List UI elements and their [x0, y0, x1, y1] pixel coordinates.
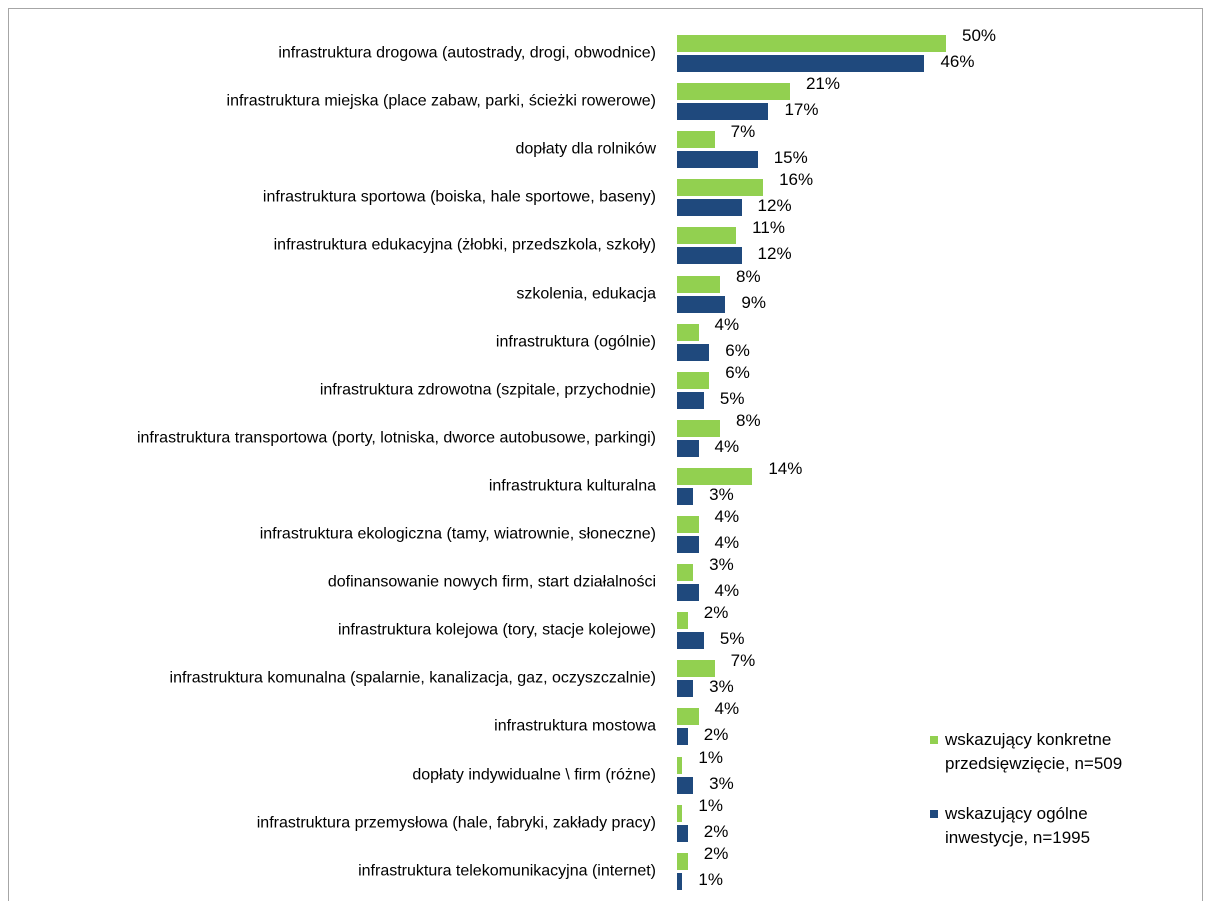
bar — [677, 55, 925, 72]
frame — [8, 8, 1203, 901]
value-label: 3% — [709, 484, 734, 504]
bar — [677, 756, 683, 774]
value-label: 4% — [714, 436, 740, 456]
value-label: 50% — [962, 26, 997, 45]
legend-label: wskazujący ogólne inwestycje, n=1995 — [945, 804, 1091, 847]
bar — [677, 612, 688, 630]
legend-swatch — [930, 736, 938, 744]
value-label: 1% — [698, 747, 723, 767]
value-label: 11% — [752, 218, 785, 238]
bar — [677, 179, 764, 197]
legend-swatch — [930, 810, 938, 818]
value-label: 4% — [714, 699, 740, 719]
value-label: 6% — [725, 340, 750, 360]
value-label: 12% — [757, 196, 792, 216]
bar — [677, 151, 758, 169]
bar — [677, 487, 694, 505]
value-label: 5% — [719, 388, 745, 408]
value-label: 7% — [730, 122, 756, 142]
bar — [677, 371, 710, 389]
category-label: infrastruktura transportowa (porty, lotn… — [136, 429, 656, 447]
bar — [677, 680, 694, 698]
category-label: szkolenia, edukacja — [516, 285, 656, 302]
value-label: 9% — [741, 292, 766, 312]
category-label: dopłaty indywidualne \ firm (różne) — [412, 766, 656, 783]
bar — [677, 584, 699, 602]
bar — [677, 804, 683, 822]
bar — [677, 872, 683, 890]
category-label: infrastruktura ekologiczna (tamy, wiatro… — [259, 525, 656, 543]
bar — [677, 852, 688, 870]
value-label: 1% — [698, 869, 723, 889]
value-label: 1% — [698, 795, 723, 815]
bar — [677, 660, 715, 678]
bar — [677, 275, 721, 293]
bar — [677, 536, 699, 553]
value-label: 8% — [736, 410, 761, 430]
bar — [677, 247, 742, 265]
value-label: 16% — [779, 170, 814, 190]
category-label: infrastruktura kulturalna — [488, 477, 656, 495]
bar — [677, 516, 699, 533]
bar — [677, 824, 688, 842]
category-label: dopłaty dla rolników — [515, 140, 656, 158]
category-label: infrastruktura (ogólnie) — [495, 333, 656, 351]
value-label: 4% — [714, 581, 740, 601]
bar — [677, 35, 946, 52]
bar — [677, 728, 688, 746]
category-label: infrastruktura kolejowa (tory, stacje ko… — [337, 621, 656, 639]
value-label: 46% — [940, 52, 975, 71]
category-label: dofinansowanie nowych firm, start działa… — [327, 573, 656, 591]
value-label: 2% — [703, 725, 729, 745]
bar — [677, 103, 769, 121]
category-label: infrastruktura drogowa (autostrady, drog… — [278, 44, 656, 62]
bar — [677, 564, 694, 582]
value-label: 3% — [709, 773, 734, 793]
value-label: 2% — [703, 603, 729, 623]
category-label: infrastruktura zdrowotna (szpitale, przy… — [319, 381, 656, 399]
category-label: infrastruktura telekomunikacyjna (intern… — [358, 862, 656, 880]
value-label: 15% — [773, 148, 808, 168]
bar — [677, 776, 694, 794]
bar — [677, 439, 699, 457]
bar — [677, 295, 726, 313]
bar — [677, 391, 704, 409]
bar — [677, 227, 737, 245]
value-label: 2% — [703, 843, 729, 863]
category-label: infrastruktura komunalna (spalarnie, kan… — [169, 669, 656, 687]
value-label: 6% — [725, 362, 750, 382]
category-label: infrastruktura edukacyjna (żłobki, przed… — [273, 236, 656, 254]
bar — [677, 83, 790, 101]
bar — [677, 708, 699, 726]
value-label: 4% — [714, 533, 740, 552]
value-label: 4% — [714, 507, 740, 526]
category-label: infrastruktura sportowa (boiska, hale sp… — [262, 188, 656, 206]
value-label: 7% — [730, 651, 756, 671]
bar — [677, 323, 699, 341]
value-label: 17% — [784, 100, 819, 120]
value-label: 4% — [714, 314, 740, 334]
value-label: 12% — [757, 244, 792, 264]
category-label: infrastruktura przemysłowa (hale, fabryk… — [256, 814, 656, 832]
bar — [677, 632, 704, 650]
value-label: 2% — [703, 821, 729, 841]
category-label: infrastruktura mostowa — [494, 717, 656, 735]
bar — [677, 199, 742, 217]
value-label: 8% — [736, 266, 761, 286]
value-label: 14% — [768, 458, 803, 478]
bar — [677, 343, 710, 361]
value-label: 3% — [709, 677, 734, 697]
value-label: 3% — [709, 555, 734, 575]
bar — [677, 419, 721, 437]
value-label: 21% — [805, 74, 840, 94]
bar — [677, 131, 715, 149]
value-label: 5% — [719, 629, 745, 649]
category-label: infrastruktura miejska (place zabaw, par… — [226, 92, 656, 110]
bar — [677, 467, 753, 485]
legend-label: wskazujący konkretne przedsięwzięcie, n=… — [945, 730, 1123, 773]
